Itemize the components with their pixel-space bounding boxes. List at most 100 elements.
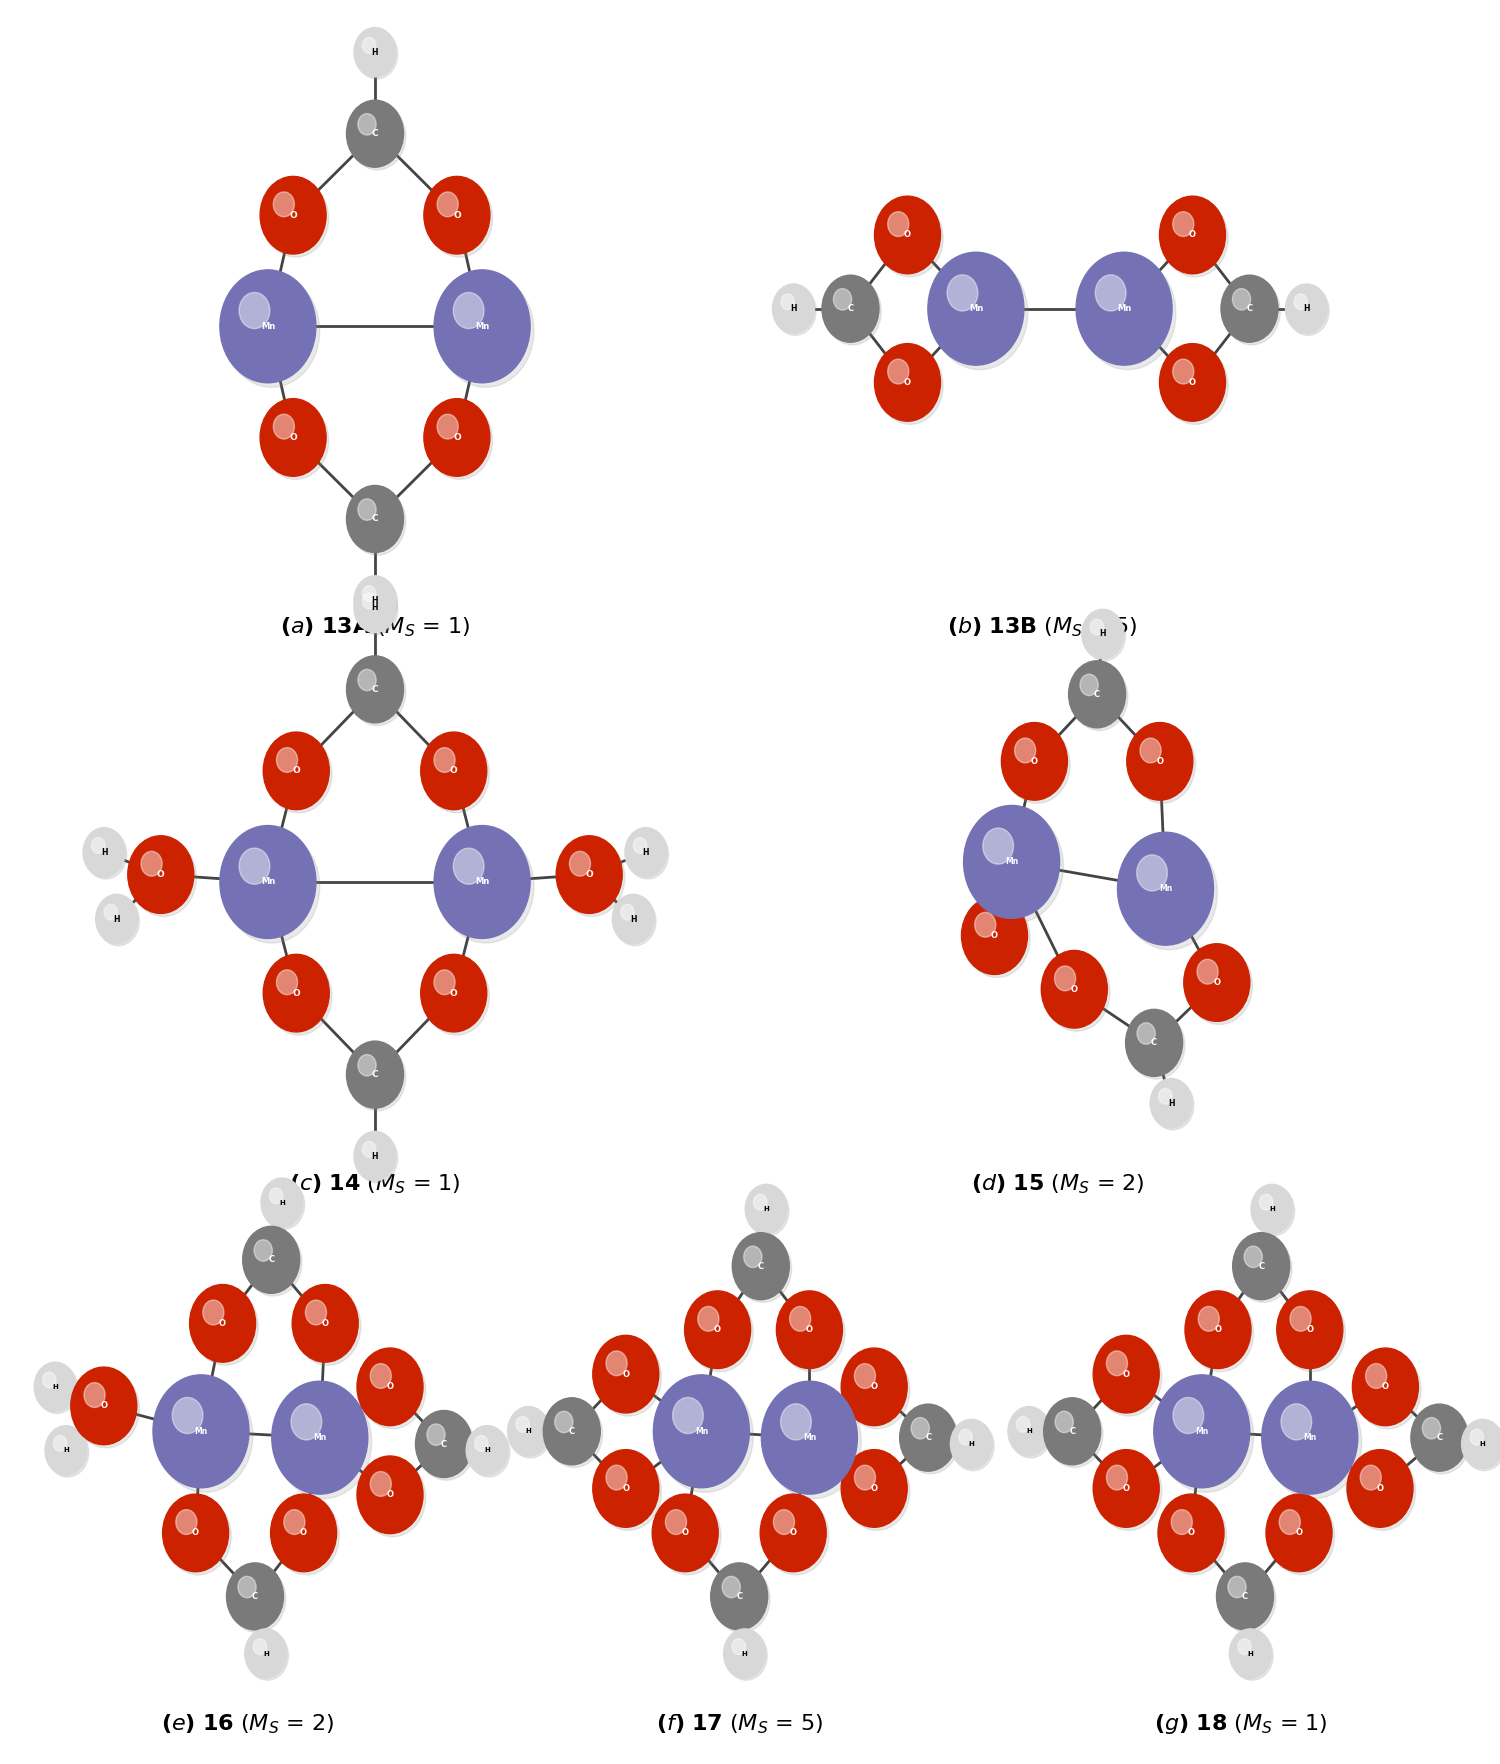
Circle shape <box>1080 674 1098 695</box>
Circle shape <box>1184 944 1250 1021</box>
Text: O: O <box>622 1369 630 1379</box>
Text: $\mathbf{(}g\mathbf{)}$ $\mathbf{18}$ ($M_S$ = 1): $\mathbf{(}g\mathbf{)}$ $\mathbf{18}$ ($… <box>1154 1711 1328 1736</box>
Circle shape <box>262 402 328 480</box>
Circle shape <box>1350 1454 1416 1531</box>
Circle shape <box>633 838 646 854</box>
Circle shape <box>264 732 330 810</box>
Circle shape <box>654 1374 750 1487</box>
Circle shape <box>92 838 105 854</box>
Circle shape <box>888 360 909 385</box>
Circle shape <box>1161 1498 1227 1575</box>
Circle shape <box>1158 1494 1224 1572</box>
Circle shape <box>363 1141 376 1157</box>
Text: H: H <box>969 1441 975 1446</box>
Circle shape <box>962 896 1028 974</box>
Circle shape <box>626 827 668 877</box>
Circle shape <box>1130 725 1196 803</box>
Circle shape <box>264 954 330 1032</box>
Circle shape <box>220 270 316 383</box>
Circle shape <box>436 192 457 217</box>
Text: Mn: Mn <box>1005 857 1019 866</box>
Circle shape <box>782 295 795 310</box>
Text: O: O <box>453 432 460 443</box>
Circle shape <box>592 1335 658 1413</box>
Circle shape <box>1173 360 1194 385</box>
Circle shape <box>354 584 396 633</box>
Circle shape <box>220 826 316 938</box>
Text: O: O <box>992 931 998 940</box>
Circle shape <box>1162 199 1228 277</box>
Circle shape <box>1290 1307 1311 1332</box>
Circle shape <box>370 1471 392 1496</box>
Circle shape <box>722 1577 741 1598</box>
Circle shape <box>1044 954 1110 1032</box>
Circle shape <box>774 286 816 335</box>
Circle shape <box>964 900 1030 977</box>
Circle shape <box>666 1510 687 1535</box>
Circle shape <box>1010 1409 1052 1459</box>
Text: H: H <box>1304 303 1310 314</box>
Circle shape <box>1154 1374 1250 1487</box>
Circle shape <box>1251 1184 1293 1233</box>
Circle shape <box>246 1632 288 1681</box>
Circle shape <box>358 669 376 691</box>
Circle shape <box>189 1284 255 1362</box>
Circle shape <box>468 1427 510 1476</box>
Circle shape <box>672 1397 704 1434</box>
Text: C: C <box>372 515 378 524</box>
Text: O: O <box>870 1383 877 1392</box>
Circle shape <box>165 1498 231 1575</box>
Circle shape <box>560 840 626 917</box>
Circle shape <box>438 275 534 388</box>
Circle shape <box>760 1494 826 1572</box>
Circle shape <box>744 1245 762 1268</box>
Text: H: H <box>1269 1207 1275 1212</box>
Text: O: O <box>158 870 165 878</box>
Circle shape <box>1422 1418 1440 1439</box>
Text: H: H <box>279 1200 285 1207</box>
Circle shape <box>1107 1351 1128 1376</box>
Circle shape <box>291 1404 321 1439</box>
Circle shape <box>1140 737 1161 762</box>
Circle shape <box>928 252 1024 365</box>
Circle shape <box>84 1383 105 1408</box>
Circle shape <box>652 1494 718 1572</box>
Circle shape <box>1281 1404 1311 1439</box>
Circle shape <box>844 1454 910 1531</box>
Circle shape <box>172 1397 202 1434</box>
Circle shape <box>606 1466 627 1491</box>
Circle shape <box>1080 258 1176 370</box>
Circle shape <box>360 1459 426 1536</box>
Circle shape <box>273 415 294 439</box>
Circle shape <box>356 586 398 635</box>
Circle shape <box>260 176 326 254</box>
Text: C: C <box>372 684 378 693</box>
Circle shape <box>958 1429 972 1445</box>
Text: O: O <box>300 1528 307 1538</box>
Circle shape <box>774 1510 795 1535</box>
Circle shape <box>1173 1397 1203 1434</box>
Text: O: O <box>789 1528 796 1538</box>
Text: O: O <box>450 766 458 776</box>
Text: H: H <box>1479 1441 1485 1446</box>
Circle shape <box>141 852 162 877</box>
Circle shape <box>753 1194 766 1210</box>
Text: O: O <box>681 1528 688 1538</box>
Circle shape <box>224 275 320 388</box>
Text: Mn: Mn <box>1196 1427 1209 1436</box>
Text: H: H <box>114 914 120 924</box>
Text: Mn: Mn <box>261 877 274 887</box>
Circle shape <box>878 348 944 425</box>
Circle shape <box>273 1498 339 1575</box>
Circle shape <box>1118 833 1214 946</box>
Text: $\mathbf{(}a\mathbf{)}$ $\mathbf{13A}$ ($M_S$ = 1): $\mathbf{(}a\mathbf{)}$ $\mathbf{13A}$ (… <box>280 616 470 639</box>
Text: O: O <box>1214 977 1221 988</box>
Circle shape <box>735 1235 792 1302</box>
Circle shape <box>902 1408 958 1475</box>
Circle shape <box>433 270 530 383</box>
Circle shape <box>426 402 492 480</box>
Circle shape <box>1041 951 1107 1028</box>
Circle shape <box>358 499 376 520</box>
Circle shape <box>1076 252 1172 365</box>
Circle shape <box>1347 1450 1413 1528</box>
